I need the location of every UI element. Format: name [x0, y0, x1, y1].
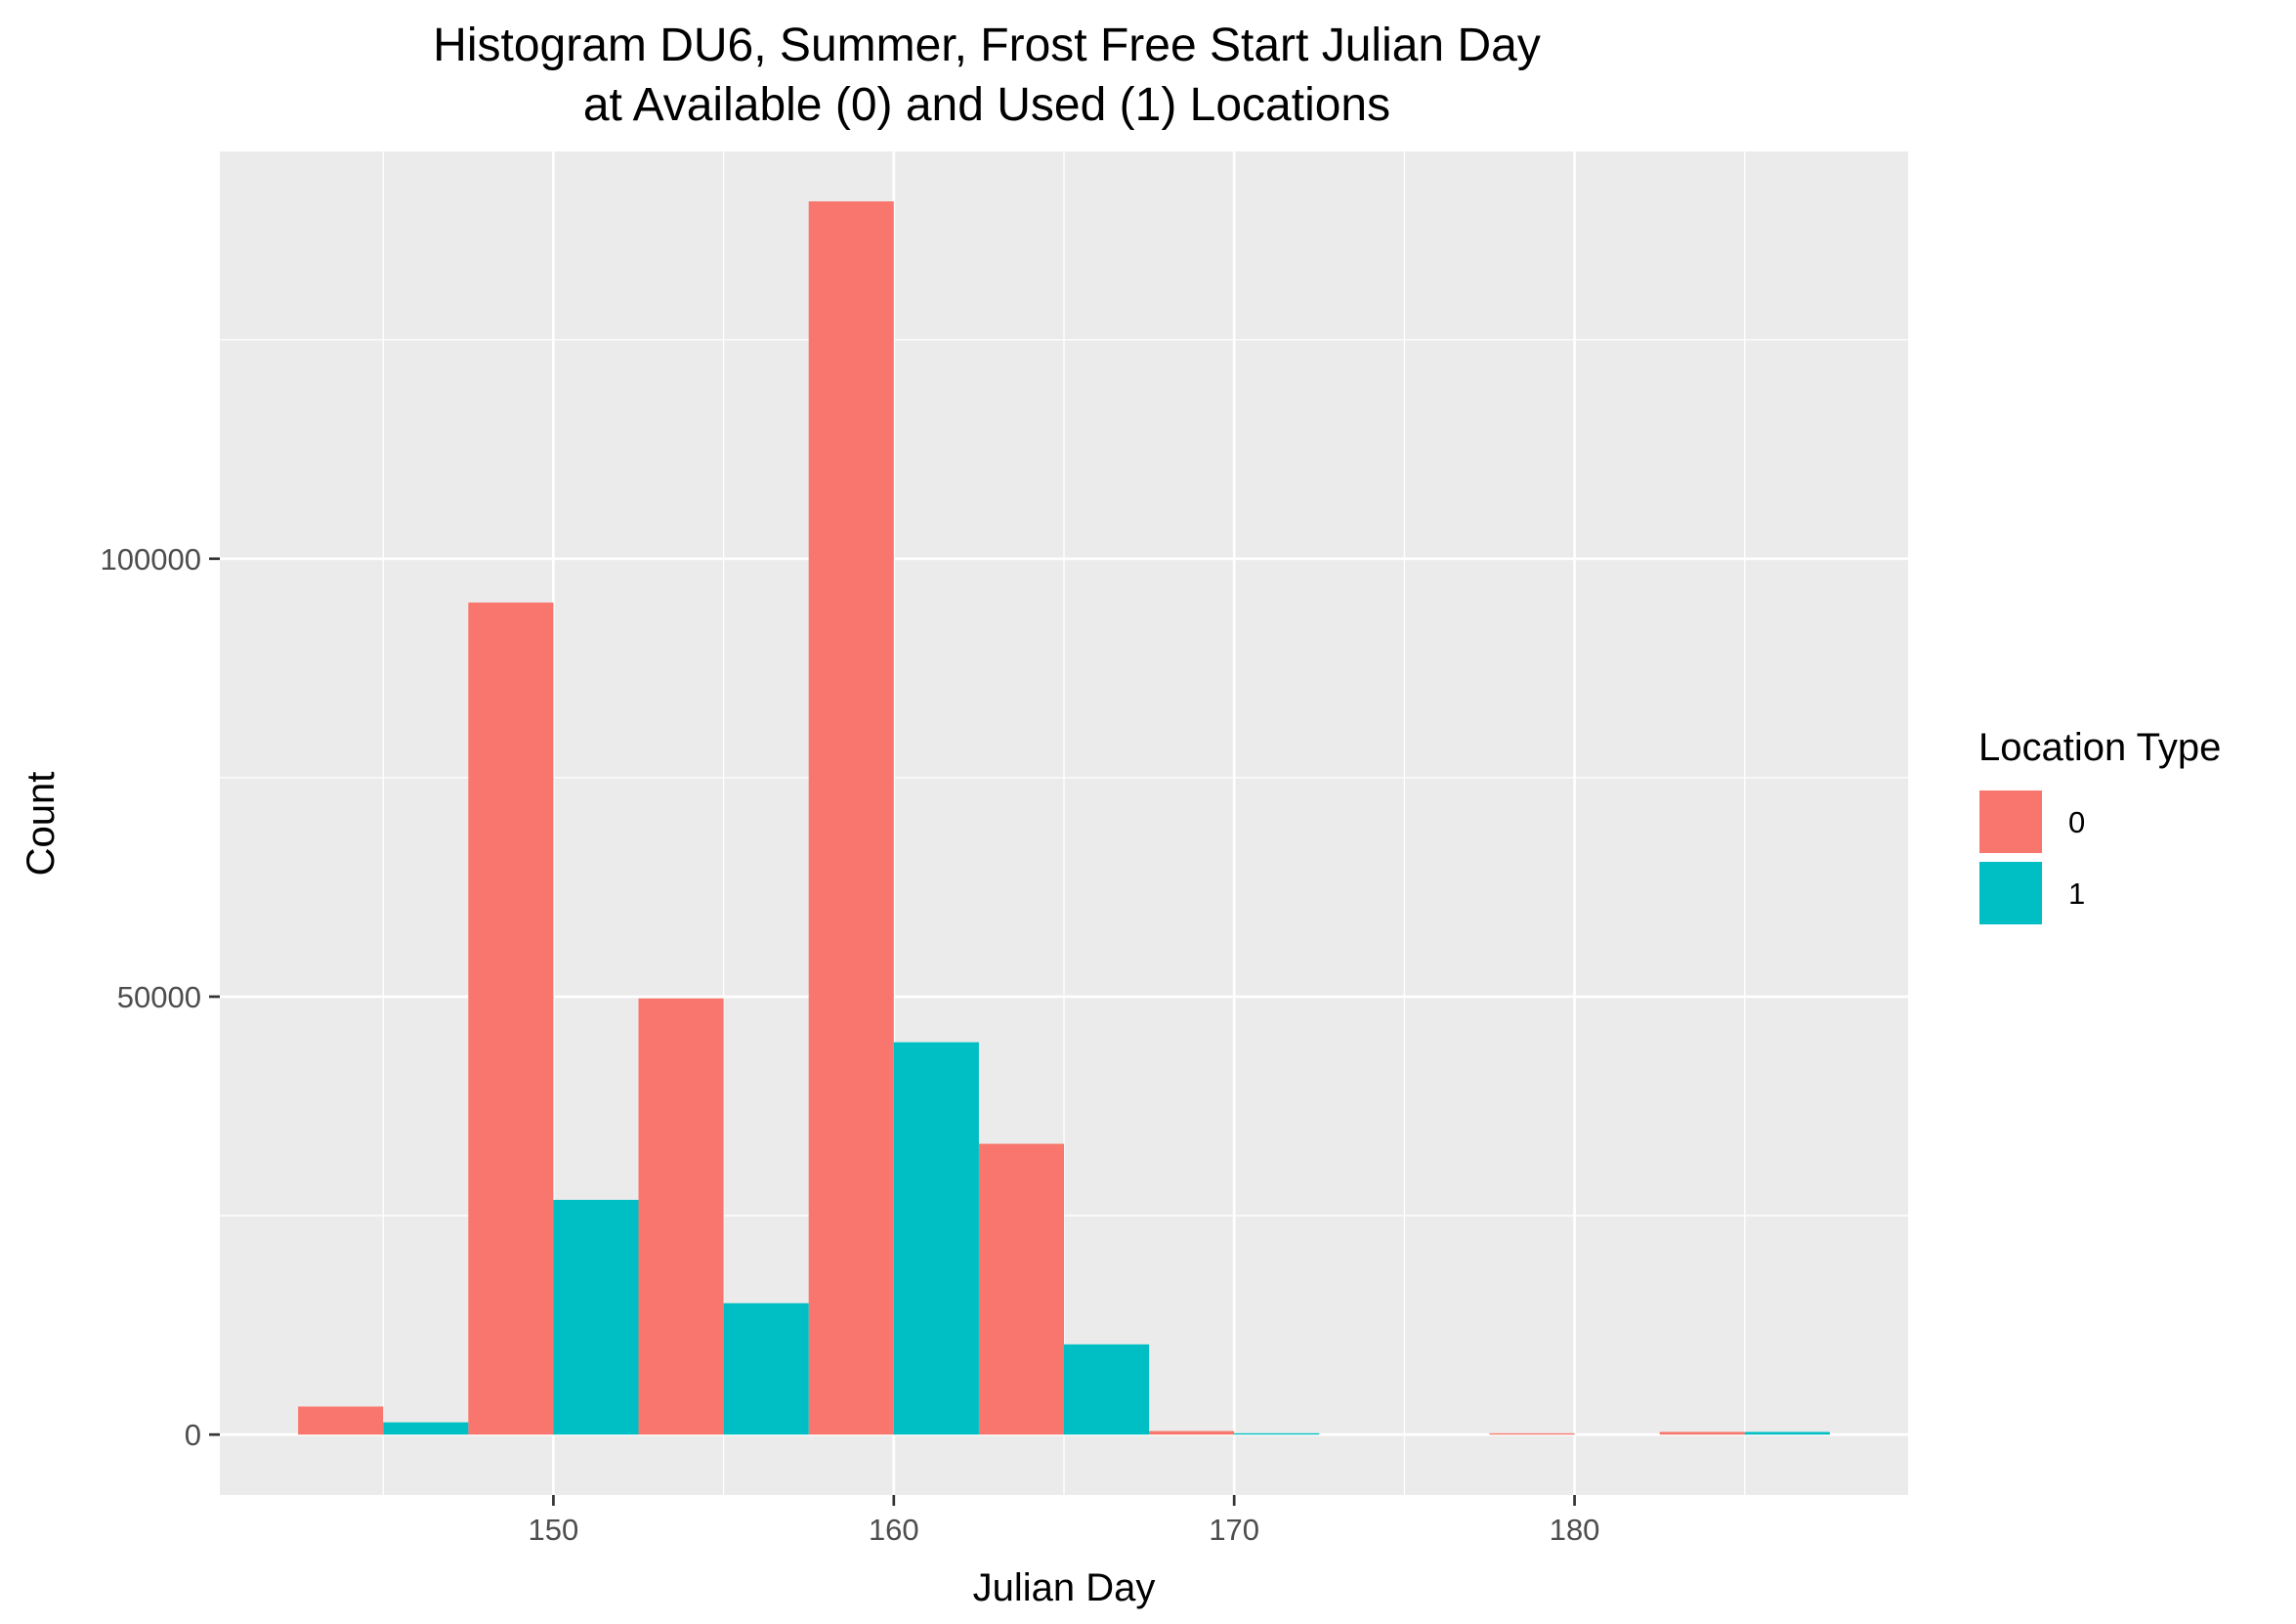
legend: Location Type 01 — [1977, 726, 2221, 926]
y-axis: 0 50000 100000 — [101, 542, 220, 1452]
bar-series-1-bin-170 — [1234, 1432, 1320, 1435]
y-tick-label: 100000 — [101, 542, 201, 577]
bar-series-1-bin-160 — [893, 1042, 979, 1435]
legend-key-swatch-0 — [1977, 789, 2044, 855]
x-axis-title: Julian Day — [973, 1566, 1156, 1609]
chart-title: Histogram DU6, Summer, Frost Free Start … — [433, 20, 1541, 71]
bar-series-0-bin-180 — [1489, 1432, 1575, 1435]
x-tick-label: 180 — [1550, 1513, 1600, 1547]
bar-series-0-bin-145 — [298, 1406, 384, 1435]
bar-series-1-bin-155 — [723, 1303, 809, 1435]
bar-series-0-bin-160 — [808, 201, 894, 1435]
bar-series-0-bin-185 — [1659, 1432, 1745, 1435]
bar-series-0-bin-165 — [978, 1143, 1064, 1435]
y-tick-label: 50000 — [117, 980, 201, 1014]
legend-keys: 01 — [1977, 789, 2085, 926]
bar-series-0-bin-150 — [468, 602, 554, 1435]
bar-series-1-bin-165 — [1064, 1344, 1150, 1435]
x-tick-label: 170 — [1209, 1513, 1259, 1547]
bar-series-0-bin-155 — [638, 998, 724, 1435]
legend-key-label-1: 1 — [2068, 876, 2085, 911]
bar-series-0-bin-170 — [1149, 1431, 1235, 1435]
x-axis: 150 160 170 180 — [529, 1495, 1600, 1547]
bar-series-1-bin-150 — [553, 1199, 639, 1435]
legend-key-label-0: 0 — [2068, 805, 2085, 839]
chart-subtitle: at Available (0) and Used (1) Locations — [583, 79, 1390, 131]
bar-series-1-bin-185 — [1744, 1432, 1830, 1435]
bars-layer — [298, 201, 1830, 1435]
legend-title: Location Type — [1978, 726, 2221, 769]
bar-series-1-bin-145 — [383, 1422, 469, 1435]
x-tick-label: 160 — [869, 1513, 919, 1547]
y-tick-label: 0 — [185, 1418, 201, 1452]
legend-key-swatch-1 — [1977, 860, 2044, 926]
x-tick-label: 150 — [529, 1513, 579, 1547]
y-axis-title: Count — [20, 772, 63, 876]
